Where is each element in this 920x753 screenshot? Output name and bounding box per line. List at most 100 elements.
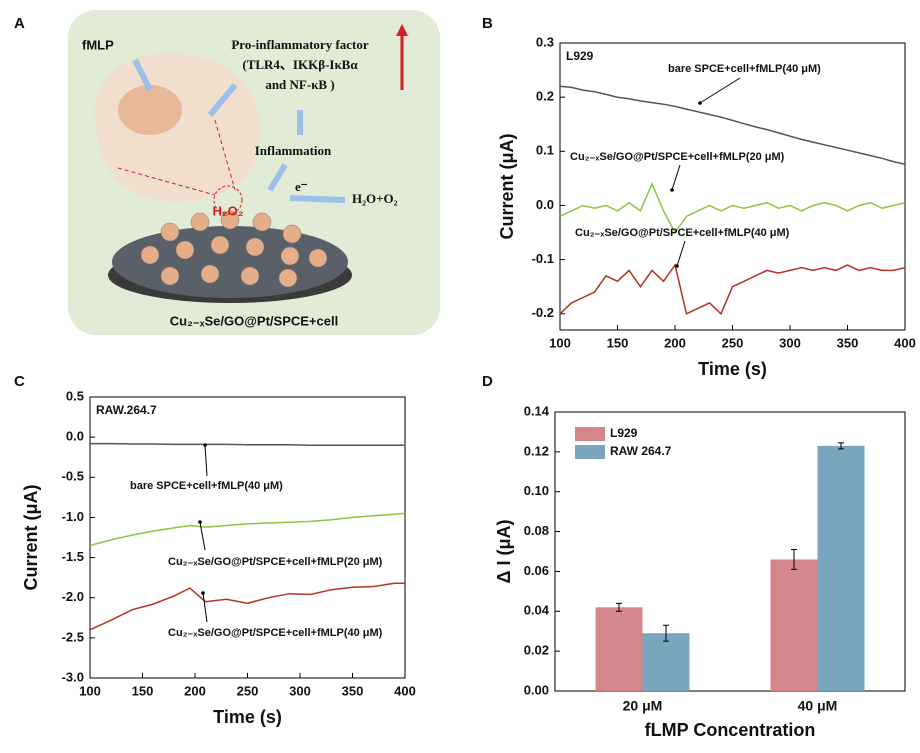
line-series	[559, 263, 906, 316]
arrow	[267, 163, 288, 192]
y-tick-label: 0.14	[524, 403, 550, 418]
y-tick-label: 0.12	[524, 443, 549, 458]
bar	[770, 559, 818, 691]
panel-label: D	[482, 373, 493, 390]
bar	[595, 607, 643, 691]
x-tick-label: 20 μM	[623, 698, 663, 714]
x-tick-label: 200	[184, 683, 206, 698]
legend-label: L929	[610, 426, 638, 440]
panel-a: A fMLP Pro-inflammatory factor (TLR4、IKK…	[14, 10, 440, 335]
nucleus	[118, 85, 182, 135]
caption: Cu₂₋ₓSe/GO@Pt/SPCE+cell	[170, 313, 338, 328]
up-arrow-head	[396, 24, 408, 36]
y-axis-label: Current (μA)	[21, 484, 41, 590]
line-series	[559, 181, 906, 234]
y-tick-label: -0.5	[62, 469, 84, 484]
bar	[817, 445, 865, 691]
label: Pro-inflammatory factor	[231, 37, 369, 52]
y-axis-label: Δ I (μA)	[494, 520, 514, 584]
y-tick-label: -2.5	[62, 629, 84, 644]
y-tick-label: -1.0	[62, 509, 84, 524]
subtitle: RAW.264.7	[96, 403, 157, 417]
annotation: Cu₂₋ₓSe/GO@Pt/SPCE+cell+fMLP(40 μM)	[168, 627, 383, 639]
annotation: Cu₂₋ₓSe/GO@Pt/SPCE+cell+fMLP(20 μM)	[168, 556, 383, 568]
x-tick-label: 350	[342, 683, 364, 698]
annotation: bare SPCE+cell+fMLP(40 μM)	[668, 63, 821, 75]
y-tick-label: 0.0	[536, 197, 554, 212]
error-bar	[791, 549, 797, 570]
dash	[117, 167, 216, 196]
annotation-arrowhead	[198, 520, 202, 524]
annotation-arrow	[204, 444, 208, 477]
line-series	[89, 582, 405, 631]
y-tick-label: 0.1	[536, 143, 554, 158]
legend-swatch	[575, 445, 605, 459]
y-tick-label: -3.0	[62, 669, 84, 684]
highlight	[213, 185, 243, 215]
label: H₂O₂	[212, 203, 243, 218]
y-tick-label: 0.5	[66, 388, 84, 403]
annotation-arrow	[676, 240, 686, 267]
line-series	[89, 512, 406, 547]
y-tick-label: 0.2	[536, 89, 554, 104]
x-tick-label: 350	[837, 335, 859, 350]
y-tick-label: 0.04	[524, 603, 550, 618]
plot-frame	[554, 411, 906, 692]
annotation-arrow	[202, 592, 208, 623]
annotation-arrowhead	[670, 188, 674, 192]
annotation-arrow	[199, 521, 206, 551]
x-tick-label: 150	[607, 335, 629, 350]
y-tick-label: 0.08	[524, 523, 549, 538]
error-bar	[616, 602, 622, 612]
bar	[642, 633, 690, 691]
y-tick-label: 0.06	[524, 563, 549, 578]
y-tick-label: -1.5	[62, 549, 84, 564]
y-tick-label: 0.10	[524, 483, 549, 498]
y-tick-label: -0.1	[532, 251, 554, 266]
label: (TLR4、IKKβ-IκBα	[242, 57, 358, 72]
y-tick-label: -2.0	[62, 589, 84, 604]
x-axis-label: fLMP Concentration	[645, 720, 816, 740]
label: and NF-κB )	[265, 77, 334, 92]
label: H₂O+O₂	[352, 191, 398, 206]
x-tick-label: 250	[722, 335, 744, 350]
x-tick-label: 150	[132, 683, 154, 698]
x-tick-label: 300	[289, 683, 311, 698]
y-tick-label: 0.0	[66, 429, 84, 444]
x-tick-label: 100	[79, 683, 101, 698]
legend-label: RAW 264.7	[610, 444, 672, 458]
x-tick-label: 40 μM	[798, 698, 838, 714]
y-tick-label: 0.02	[524, 643, 549, 658]
x-tick-label: 400	[394, 683, 416, 698]
annotation-arrowhead	[201, 591, 205, 595]
annotation: Cu₂₋ₓSe/GO@Pt/SPCE+cell+fMLP(20 μM)	[570, 151, 785, 163]
line-series	[90, 442, 405, 446]
y-tick-label: 0.3	[536, 34, 554, 49]
annotation-arrow	[699, 77, 741, 104]
y-tick-label: -0.2	[532, 305, 554, 320]
cells	[140, 210, 328, 288]
error-bar	[663, 624, 669, 642]
y-axis-label: Current (μA)	[497, 133, 517, 239]
arrow	[132, 58, 153, 92]
arrow	[207, 83, 238, 117]
panel-label: C	[14, 373, 25, 390]
annotation-arrowhead	[203, 443, 207, 447]
error-bar	[838, 442, 844, 450]
x-tick-label: 400	[894, 335, 916, 350]
cell	[94, 52, 260, 202]
annotation: Cu₂₋ₓSe/GO@Pt/SPCE+cell+fMLP(40 μM)	[575, 227, 790, 239]
x-axis-label: Time (s)	[213, 707, 282, 727]
annotation-arrow	[671, 164, 681, 191]
x-tick-label: 250	[237, 683, 259, 698]
dash	[214, 119, 236, 191]
y-tick-label: 0.00	[524, 682, 549, 697]
legend-swatch	[575, 427, 605, 441]
x-axis-label: Time (s)	[698, 359, 767, 379]
label: fMLP	[82, 37, 114, 52]
label: e⁻	[295, 179, 308, 194]
annotation-arrowhead	[675, 264, 679, 268]
label: Inflammation	[255, 143, 332, 158]
x-tick-label: 300	[779, 335, 801, 350]
